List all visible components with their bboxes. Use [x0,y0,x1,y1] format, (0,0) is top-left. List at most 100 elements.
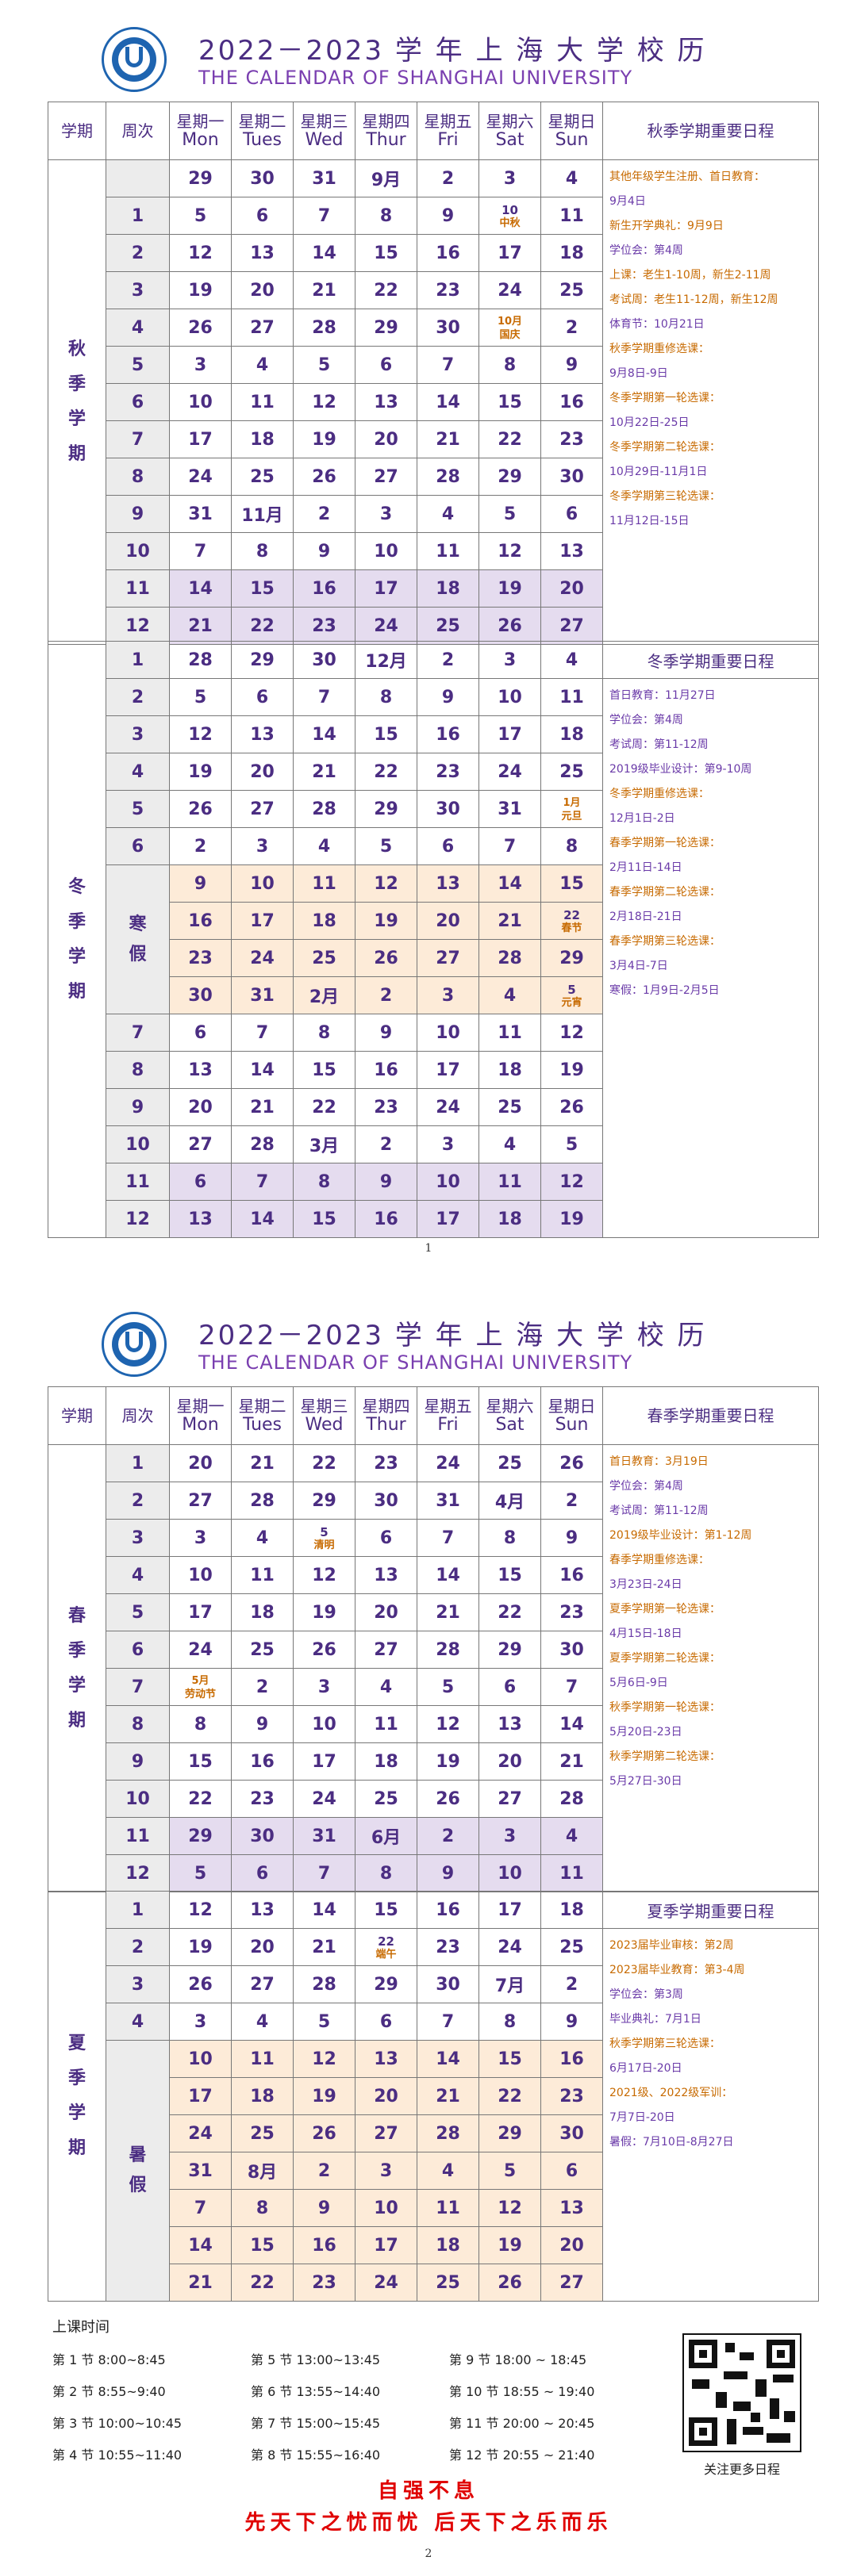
day-cell: 11 [355,1705,417,1743]
day-cell: 21 [231,1088,294,1126]
term-name: 夏季学期 [48,1891,106,2302]
day-column-header: 星期日 Sun [540,1386,603,1445]
day-cell: 10 [169,1556,232,1594]
day-cell: 21 [293,1928,355,1966]
day-cell: 15 [478,1556,541,1594]
day-cell: 23 [540,2077,603,2115]
day-cell: 21 [293,271,355,309]
day-cell: 12 [478,2189,541,2227]
calendar-week-row: 12 13 14 15 16 17 18 19 [48,1200,819,1238]
schedule-note: 5月20日-23日 [609,1726,682,1738]
term-notes: 2023届毕业审核：第2周 2023届毕业教育：第3-4周 学位会：第3周 毕业典礼：… [602,1928,819,2302]
week-number: 1 [106,641,170,679]
day-cell: 10 [169,2040,232,2078]
day-cell: 24 [355,2264,417,2302]
calendar-week-row: 暑假 10 11 12 13 14 15 16 [48,2040,819,2302]
schedule-note: 秋季学期第二轮选课： [609,1750,721,1763]
class-period-time: 第 11 节 20:00 ~ 20:45 [449,2416,595,2431]
day-cell: 18 [540,234,603,272]
day-cell: 2 [417,641,479,679]
day-cell: 12 [293,2040,355,2078]
day-cell: 6 [169,1163,232,1201]
day-cell: 14 [169,2226,232,2264]
day-cell: 2 [231,1668,294,1706]
day-cell: 13 [231,234,294,272]
day-cell: 31 [293,1817,355,1855]
day-cell: 15 [231,2226,294,2264]
day-cell: 3 [417,1125,479,1163]
day-cell: 19 [169,1928,232,1966]
day-cell: 3 [293,1668,355,1706]
day-cell: 16 [540,383,603,421]
calendar-week-row: 16 17 18 19 20 21 22 春节 [48,902,819,940]
day-cell: 15 [169,1742,232,1781]
calendar-week-row: 5 17 18 19 20 21 22 23 [48,1593,819,1631]
day-cell: 18 [540,1891,603,1929]
day-cell: 25 [355,1780,417,1818]
day-cell: 13 [540,532,603,570]
day-cell: 18 [540,715,603,753]
day-cell: 6 [540,495,603,533]
day-cell: 18 [231,1593,294,1631]
qr-code-icon[interactable] [682,2333,801,2452]
day-cell: 27 [231,790,294,828]
day-cell: 17 [231,902,294,940]
day-cell: 24 [293,1780,355,1818]
day-cell: 19 [293,2077,355,2115]
day-cell: 17 [355,2226,417,2264]
schedule-note: 7月7日-20日 [609,2111,675,2124]
day-name-cn: 星期一 [176,1397,225,1416]
day-cell: 13 [231,715,294,753]
day-cell: 20 [478,1742,541,1781]
week-number: 9 [106,1088,170,1126]
day-cell: 19 [540,1051,603,1089]
term-name: 秋季学期 [48,159,106,645]
day-number: 10 [502,202,518,217]
day-name-en: Thur [366,130,406,150]
day-cell: 16 [417,1891,479,1929]
day-cell: 19 [417,1742,479,1781]
day-cell: 4 [355,1668,417,1706]
day-cell: 27 [355,2114,417,2152]
calendar-week-row: 6 24 25 26 27 28 29 30 [48,1631,819,1669]
day-cell: 25 [417,2264,479,2302]
day-cell: 21 [540,1742,603,1781]
day-cell: 10 [355,2189,417,2227]
day-cell: 4 [540,159,603,197]
day-cell: 30 [540,458,603,496]
day-cell: 26 [355,939,417,977]
day-cell: 7 [231,1163,294,1201]
day-cell: 11 [231,1556,294,1594]
schedule-note: 9月8日-9日 [609,367,668,380]
day-cell: 10 中秋 [478,197,541,235]
day-cell: 26 [478,2264,541,2302]
day-cell: 30 [540,2114,603,2152]
day-name-en: Thur [366,1415,406,1435]
day-cell: 12月 [355,641,417,679]
day-cell: 26 [478,607,541,645]
day-cell: 9 [293,532,355,570]
day-name-en: Wed [305,1415,344,1435]
day-cell: 14 [417,383,479,421]
holiday-label: 暑假 [106,2040,170,2302]
day-cell: 16 [355,1051,417,1089]
schedule-note: 首日教育：3月19日 [609,1455,709,1468]
day-cell: 15 [478,383,541,421]
day-cell: 3 [169,346,232,384]
day-cell: 25 [417,607,479,645]
day-cell: 25 [540,1928,603,1966]
day-cell: 31 [169,495,232,533]
day-cell: 29 [478,458,541,496]
day-cell: 6月 [355,1817,417,1855]
holiday-event-label: 国庆 [499,328,521,341]
day-cell: 8 [478,346,541,384]
day-name-cn: 星期六 [486,112,534,131]
day-cell: 6 [417,827,479,865]
day-cell: 8 [293,1014,355,1052]
week-number: 1 [106,1891,170,1929]
day-cell: 23 [169,939,232,977]
week-number: 4 [106,1556,170,1594]
day-cell: 6 [355,1519,417,1557]
day-cell: 23 [417,753,479,791]
